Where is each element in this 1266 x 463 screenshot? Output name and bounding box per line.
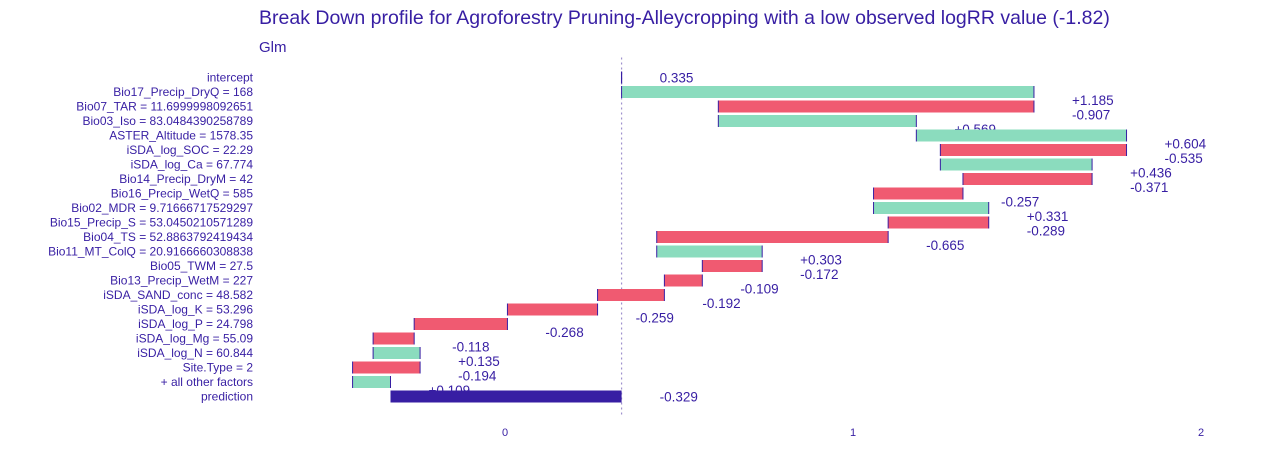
row-label: iSDA_log_K = 53.296: [138, 303, 253, 317]
row-label: Bio15_Precip_S = 53.0450210571289: [50, 216, 254, 230]
row-label: Bio03_Iso = 83.0484390258789: [83, 114, 254, 128]
row-label: iSDA_log_N = 60.844: [137, 346, 253, 360]
row-label: Bio07_TAR = 11.6999998092651: [76, 100, 253, 114]
negative-contribution-bar: [656, 231, 889, 243]
row-label: Bio17_Precip_DryQ = 168: [113, 85, 253, 99]
data-label: -0.371: [1130, 180, 1168, 195]
row-label: iSDA_log_SOC = 22.29: [127, 143, 254, 157]
chart-subtitle: Glm: [259, 39, 287, 56]
row-label: Bio16_Precip_WetQ = 585: [111, 187, 254, 201]
negative-contribution-bar: [962, 173, 1093, 185]
negative-contribution-bar: [373, 332, 415, 345]
negative-contribution-bar: [414, 318, 508, 330]
data-label: -0.118: [452, 340, 489, 355]
x-tick-label: 1: [850, 427, 856, 439]
data-label: -0.329: [660, 390, 698, 405]
row-label: Bio11_MT_ColQ = 20.9166660308838: [48, 245, 253, 259]
x-tick-label: 2: [1198, 427, 1204, 439]
row-label: Bio05_TWM = 27.5: [150, 259, 253, 273]
data-label: -0.259: [636, 311, 674, 326]
negative-contribution-bar: [507, 303, 598, 316]
data-label: +0.303: [800, 253, 842, 268]
negative-contribution-bar: [940, 144, 1127, 156]
positive-contribution-bar: [373, 347, 421, 359]
row-label: ASTER_Altitude = 1578.35: [109, 129, 253, 143]
data-label: +1.185: [1072, 93, 1114, 108]
negative-contribution-bar: [888, 216, 989, 229]
row-label: Bio13_Precip_WetM = 227: [110, 274, 253, 288]
data-label: -0.257: [1001, 195, 1039, 210]
row-label: Site.Type = 2: [183, 361, 254, 375]
positive-contribution-bar: [656, 245, 763, 258]
data-label: -0.192: [702, 296, 740, 311]
row-label: intercept: [207, 71, 254, 85]
negative-contribution-bar: [873, 187, 963, 200]
data-label: -0.665: [926, 238, 964, 253]
data-label: +0.331: [1027, 209, 1069, 224]
chart-title: Break Down profile for Agroforestry Prun…: [259, 7, 1110, 29]
x-tick-label: 0: [502, 427, 508, 439]
data-label: +0.604: [1165, 137, 1207, 152]
negative-contribution-bar: [597, 289, 665, 301]
negative-contribution-bar: [352, 361, 421, 374]
positive-contribution-bar: [916, 129, 1127, 142]
positive-contribution-bar: [352, 376, 391, 388]
data-label: -0.535: [1165, 151, 1203, 166]
data-label: -0.194: [458, 369, 497, 384]
data-label: -0.907: [1072, 108, 1110, 123]
positive-contribution-bar: [621, 86, 1034, 98]
data-label: +0.135: [458, 354, 500, 369]
negative-contribution-bar: [718, 100, 1034, 113]
data-label: +0.436: [1130, 166, 1172, 181]
row-label: Bio14_Precip_DryM = 42: [119, 172, 253, 186]
positive-contribution-bar: [873, 202, 989, 214]
positive-contribution-bar: [718, 115, 917, 127]
row-label: iSDA_log_Mg = 55.09: [136, 332, 253, 346]
positive-contribution-bar: [940, 158, 1093, 171]
data-label: -0.268: [545, 325, 583, 340]
data-label: 0.335: [660, 71, 694, 86]
row-label: prediction: [201, 390, 253, 404]
row-label: iSDA_log_P = 24.798: [138, 317, 253, 331]
row-label: Bio04_TS = 52.8863792419434: [83, 230, 253, 244]
data-label: -0.289: [1027, 224, 1065, 239]
row-label: Bio02_MDR = 9.71666717529297: [71, 201, 253, 215]
row-label: + all other factors: [161, 375, 253, 389]
row-label: iSDA_log_Ca = 67.774: [131, 158, 254, 172]
negative-contribution-bar: [664, 274, 703, 287]
data-label: -0.172: [800, 267, 838, 282]
row-label: iSDA_SAND_conc = 48.582: [103, 288, 253, 302]
data-label: -0.109: [740, 282, 778, 297]
negative-contribution-bar: [702, 260, 763, 272]
prediction-bar: [390, 390, 622, 403]
